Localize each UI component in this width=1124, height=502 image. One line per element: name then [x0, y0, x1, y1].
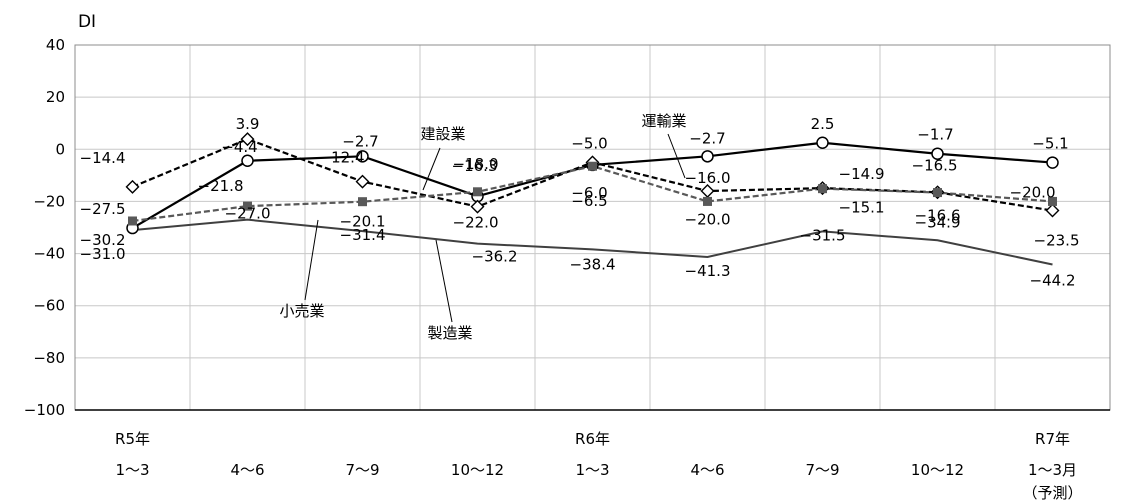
- marker-circle: [356, 150, 369, 163]
- data-label: −5.1: [1032, 135, 1068, 153]
- x-tick-label-year: R7年: [1035, 430, 1070, 448]
- marker-circle: [931, 147, 944, 160]
- data-label: −2.7: [342, 132, 378, 150]
- x-tick-label-period: 7～9: [345, 461, 379, 479]
- x-tick-label-period: 1～3: [115, 461, 149, 479]
- marker-square: [818, 184, 827, 194]
- data-label: −41.3: [685, 262, 731, 280]
- data-label: −23.5: [1034, 232, 1080, 250]
- data-label: −20.1: [340, 213, 386, 231]
- marker-circle: [701, 150, 714, 163]
- x-tick-label-period: 1～3: [575, 461, 609, 479]
- data-label: 3.9: [236, 115, 260, 133]
- data-label: −44.2: [1030, 272, 1076, 290]
- data-label: −6.0: [571, 184, 607, 202]
- series-callout-label: 運輸業: [641, 112, 686, 130]
- data-label: −16.0: [685, 169, 731, 187]
- marker-diamond: [125, 179, 140, 194]
- y-tick-label: 0: [55, 140, 65, 158]
- callout-leader: [304, 219, 319, 301]
- marker-square: [243, 201, 252, 211]
- y-axis-label: DI: [78, 12, 96, 32]
- series-callout-label: 小売業: [279, 302, 324, 320]
- data-label: −4.4: [221, 138, 257, 156]
- data-label: −2.7: [689, 129, 725, 147]
- y-tick-label: −100: [24, 401, 65, 419]
- callout-leader: [422, 147, 441, 191]
- x-tick-label-period: 10～12: [911, 461, 964, 479]
- x-tick-label-period: 7～9: [805, 461, 839, 479]
- y-tick-label: 20: [46, 88, 65, 106]
- data-label: −27.0: [225, 205, 271, 223]
- x-tick-label-period: 1～3月: [1028, 461, 1077, 479]
- marker-square: [358, 197, 367, 207]
- marker-diamond: [355, 174, 370, 189]
- data-label: −21.8: [198, 177, 244, 195]
- x-tick-label-note: （予測）: [1022, 484, 1082, 502]
- data-label: −20.0: [685, 210, 731, 228]
- y-tick-label: −20: [33, 192, 65, 210]
- data-label: −20.0: [1010, 183, 1056, 201]
- data-label: −34.9: [915, 213, 961, 231]
- data-label: −36.2: [472, 248, 518, 266]
- marker-square: [128, 216, 137, 226]
- data-label: −31.5: [800, 226, 846, 244]
- data-label: −27.5: [80, 200, 126, 218]
- series-callout-label: 製造業: [427, 324, 472, 342]
- marker-square: [933, 188, 942, 198]
- data-label: −16.6: [915, 207, 961, 225]
- marker-circle: [241, 154, 254, 168]
- data-label: −14.9: [839, 165, 885, 183]
- data-label: −14.4: [80, 149, 126, 167]
- y-tick-label: −60: [33, 297, 65, 315]
- data-label: −22.0: [453, 214, 499, 232]
- data-label: −38.4: [570, 255, 616, 273]
- marker-diamond: [1045, 203, 1060, 218]
- x-tick-label-period: 4～6: [230, 461, 264, 479]
- data-label: −18.0: [453, 155, 499, 173]
- data-label: −16.3: [452, 157, 498, 175]
- data-label: −12.4: [319, 149, 365, 167]
- x-tick-label-year: R6年: [575, 430, 610, 448]
- marker-circle: [1046, 156, 1059, 169]
- data-label: −6.5: [571, 192, 607, 210]
- series-line-3: [132, 218, 1053, 266]
- data-label: −31.4: [340, 226, 386, 244]
- plot-area: [75, 45, 1110, 410]
- data-label: −5.0: [571, 134, 607, 152]
- x-tick-label-period: 4～6: [690, 461, 724, 479]
- marker-diamond: [470, 199, 485, 214]
- data-label: −15.1: [839, 199, 885, 217]
- y-tick-label: 40: [46, 36, 65, 54]
- x-tick-label-period: 10～12: [451, 461, 504, 479]
- data-label: −30.2: [80, 231, 126, 249]
- marker-square: [588, 161, 597, 171]
- y-tick-label: −80: [33, 349, 65, 367]
- callout-leader: [435, 239, 453, 323]
- marker-diamond: [240, 132, 255, 147]
- marker-square: [703, 196, 712, 206]
- data-label: −31.0: [80, 245, 126, 263]
- marker-square: [1048, 196, 1057, 206]
- marker-square: [473, 187, 482, 197]
- x-tick-label-year: R5年: [115, 430, 150, 448]
- data-label: −16.5: [912, 156, 958, 174]
- callout-leader: [667, 133, 686, 179]
- series-callout-label: 建設業: [420, 125, 465, 143]
- y-tick-label: −40: [33, 245, 65, 263]
- data-label: 2.5: [811, 115, 835, 133]
- data-label: −1.7: [917, 126, 953, 144]
- marker-circle: [816, 136, 829, 150]
